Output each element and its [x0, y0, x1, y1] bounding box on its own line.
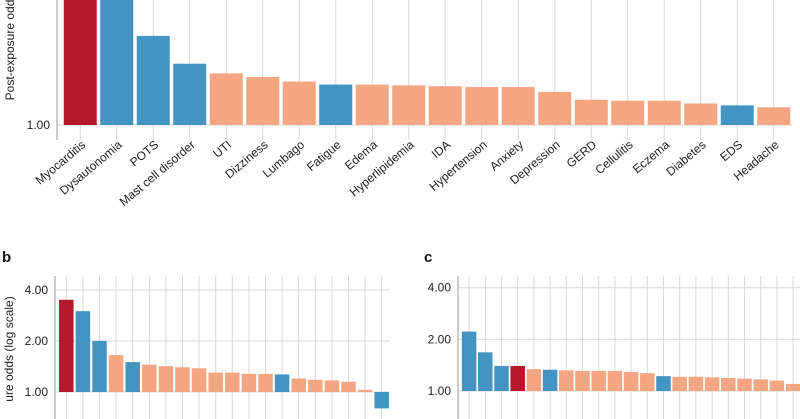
bar-a-13	[501, 86, 535, 125]
bar-c-20	[769, 380, 785, 391]
bar-b-1	[59, 299, 74, 392]
bar-c-9	[591, 370, 606, 391]
bar-b-11	[225, 372, 240, 392]
y-axis-label-b: ure odds (log scale)	[2, 296, 16, 401]
bar-c-5	[526, 369, 542, 391]
bar-b-19	[357, 389, 373, 392]
bar-b-2	[75, 311, 91, 392]
bar-a-4	[173, 63, 207, 125]
panel-label-c: c	[424, 249, 432, 266]
bar-c-16	[704, 377, 720, 391]
bar-c-12	[640, 373, 655, 391]
bar-c-6	[542, 369, 558, 391]
bar-b-14	[274, 374, 290, 392]
category-label: EDS	[717, 138, 745, 165]
category-label: UTI	[210, 138, 234, 161]
bar-a-16	[611, 100, 645, 125]
bar-a-17	[647, 100, 681, 125]
category-label: Dysautonomia	[57, 137, 125, 197]
bar-a-3	[136, 35, 170, 125]
bar-b-8	[175, 367, 190, 392]
bar-c-17	[721, 378, 736, 391]
bar-a-18	[684, 103, 718, 125]
y-tick-label-c: 4.00	[428, 281, 452, 295]
category-label: Diabetes	[663, 138, 708, 179]
bar-b-15	[291, 378, 306, 392]
bar-b-5	[125, 362, 140, 392]
bar-b-18	[341, 381, 356, 392]
bar-b-13	[258, 373, 273, 392]
bar-c-21	[785, 383, 800, 391]
bar-a-6	[246, 76, 280, 125]
category-label: Hyperlipidemia	[347, 137, 417, 199]
y-tick-label-c: 1.00	[428, 384, 452, 398]
y-axis-label-a: Post-exposure odd	[3, 0, 17, 100]
bar-c-8	[575, 370, 590, 391]
bar-b-7	[158, 366, 174, 392]
bar-b-12	[241, 373, 257, 392]
bar-a-9	[355, 84, 389, 125]
bar-a-15	[574, 99, 608, 125]
bar-c-11	[623, 372, 639, 391]
bar-c-10	[607, 370, 623, 391]
bar-c-18	[737, 378, 752, 391]
y-tick-label-c: 2.00	[428, 332, 452, 346]
bar-b-20	[374, 392, 389, 409]
bar-c-7	[559, 370, 574, 391]
bar-c-15	[688, 376, 704, 391]
bar-c-14	[672, 376, 687, 391]
category-label: Fatigue	[304, 137, 344, 174]
bar-a-2	[100, 0, 134, 125]
bar-b-10	[208, 372, 223, 392]
bar-a-14	[538, 91, 572, 125]
bar-b-9	[191, 368, 207, 392]
y-tick-label-b: 1.00	[25, 385, 49, 399]
bar-c-3	[494, 365, 509, 391]
bar-c-19	[753, 379, 768, 391]
y-tick-label-b: 2.00	[25, 334, 49, 348]
bar-a-12	[465, 86, 499, 125]
bar-c-13	[656, 376, 671, 391]
category-label: IDA	[429, 138, 453, 162]
y-tick-label-a: 1.00	[27, 118, 51, 132]
bar-a-19	[720, 105, 754, 125]
bar-c-4	[510, 365, 525, 391]
panel-label-b: b	[2, 249, 11, 266]
bar-b-17	[324, 380, 340, 392]
bar-c-2	[478, 352, 493, 391]
bar-b-6	[142, 364, 157, 392]
category-label: Cellulitis	[592, 138, 635, 177]
bar-a-11	[428, 86, 462, 125]
bar-a-8	[319, 84, 353, 125]
bar-a-10	[392, 85, 426, 125]
category-label: Lumbago	[260, 137, 308, 180]
y-tick-label-b: 4.00	[25, 283, 49, 297]
bar-b-3	[92, 340, 107, 392]
bar-b-4	[108, 355, 124, 392]
bar-a-1	[63, 0, 97, 125]
bar-a-7	[282, 81, 316, 125]
bar-a-5	[209, 73, 243, 125]
bar-c-1	[461, 331, 477, 391]
bar-b-16	[308, 379, 323, 392]
bar-a-20	[757, 107, 791, 125]
